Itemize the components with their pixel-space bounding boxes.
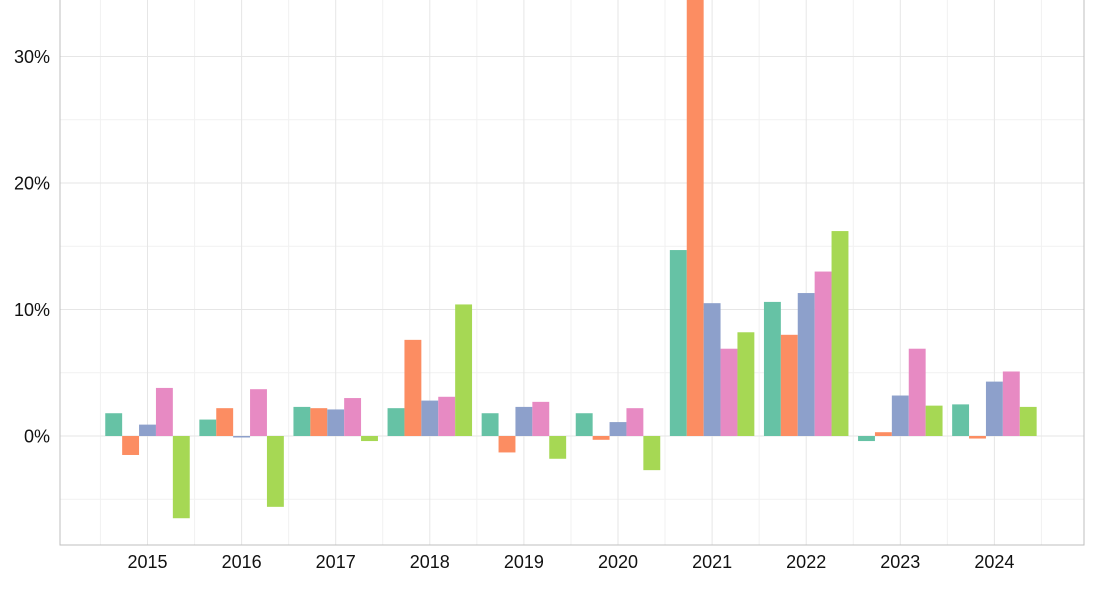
y-axis-tick-labels: 0% 10% 20% 30% (14, 47, 50, 447)
bar-series-2-2015 (122, 436, 140, 455)
bar-series-2-2017 (310, 408, 328, 436)
y-tick-label: 20% (14, 174, 50, 194)
x-tick-label: 2018 (410, 552, 450, 572)
x-tick-label: 2015 (127, 552, 167, 572)
bar-series-2-2023 (874, 432, 892, 436)
bar-series-5-2019 (549, 436, 567, 459)
x-tick-label: 2019 (504, 552, 544, 572)
bar-series-4-2017 (344, 398, 362, 436)
bar-series-5-2022 (831, 231, 849, 436)
x-tick-label: 2020 (598, 552, 638, 572)
y-tick-label: 0% (24, 427, 50, 447)
bar-series-5-2016 (266, 436, 284, 507)
bar-series-4-2020 (626, 408, 644, 436)
x-tick-label: 2017 (316, 552, 356, 572)
bar-series-4-2019 (532, 401, 550, 436)
bar-series-2-2021 (686, 0, 704, 436)
bar-series-2-2018 (404, 339, 422, 436)
x-tick-label: 2021 (692, 552, 732, 572)
x-axis-tick-labels: 2015 2016 2017 2018 2019 2020 2021 2022 2023 2024 (127, 552, 1014, 572)
bars (105, 0, 1037, 519)
x-tick-label: 2023 (880, 552, 920, 572)
x-tick-label: 2016 (222, 552, 262, 572)
bar-series-3-2018 (421, 400, 439, 436)
bar-series-3-2019 (515, 406, 533, 436)
bar-series-3-2022 (797, 293, 815, 436)
bar-series-5-2015 (172, 436, 190, 519)
x-tick-label: 2022 (786, 552, 826, 572)
bar-series-1-2022 (763, 301, 781, 436)
bar-series-3-2021 (703, 303, 721, 436)
bar-series-5-2021 (737, 332, 755, 436)
plot-panel-border (59, 0, 1085, 546)
bar-series-1-2015 (105, 413, 123, 436)
y-tick-label: 10% (14, 300, 50, 320)
bar-series-5-2024 (1019, 406, 1037, 436)
bar-series-1-2023 (858, 436, 875, 442)
bar-series-1-2017 (293, 406, 311, 436)
bar-series-5-2017 (361, 436, 378, 442)
bar-series-2-2019 (498, 436, 516, 453)
bar-series-4-2024 (1002, 371, 1020, 436)
bar-series-3-2017 (327, 409, 345, 436)
bar-series-1-2024 (952, 404, 970, 437)
bar-series-5-2020 (643, 436, 661, 471)
bar-series-3-2015 (139, 424, 156, 436)
bar-series-3-2024 (985, 381, 1003, 436)
bar-series-3-2020 (609, 422, 627, 436)
bar-series-2-2024 (969, 436, 986, 439)
bar-series-3-2016 (233, 436, 251, 438)
bar-series-1-2016 (199, 419, 217, 436)
bar-series-4-2018 (438, 396, 456, 436)
bar-series-2-2020 (592, 436, 610, 440)
minor-gridlines (60, 0, 1084, 545)
x-tick-label: 2024 (974, 552, 1014, 572)
bar-series-5-2018 (455, 304, 473, 436)
bar-series-2-2016 (216, 408, 234, 436)
bar-series-1-2018 (387, 408, 405, 436)
bar-series-4-2023 (908, 348, 926, 436)
bar-series-4-2021 (720, 348, 738, 436)
bar-series-1-2020 (575, 413, 593, 436)
major-gridlines (60, 0, 1084, 545)
bar-series-4-2015 (155, 387, 173, 436)
bar-series-1-2019 (481, 413, 499, 436)
bar-series-5-2023 (925, 405, 943, 436)
bar-series-2-2022 (780, 334, 798, 436)
y-tick-label: 30% (14, 47, 50, 67)
bar-series-3-2023 (891, 395, 909, 436)
bar-series-4-2022 (814, 271, 832, 436)
bar-series-4-2016 (250, 389, 267, 436)
bar-series-1-2021 (669, 250, 687, 436)
